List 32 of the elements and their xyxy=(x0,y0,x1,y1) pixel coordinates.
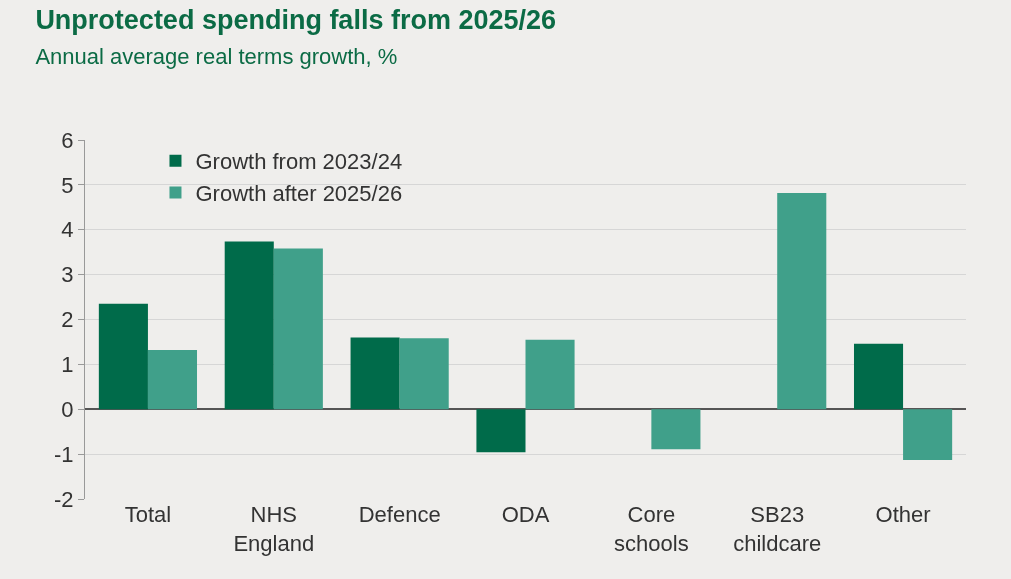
y-tick-label: 3 xyxy=(61,262,74,288)
bar xyxy=(525,339,575,410)
bar xyxy=(273,248,323,410)
x-tick-label: Core schools xyxy=(614,502,689,556)
legend-label: Growth after 2025/26 xyxy=(195,180,403,206)
bar xyxy=(476,409,526,453)
bar xyxy=(399,338,449,410)
y-tick-label: -1 xyxy=(54,441,74,467)
x-tick-label: Defence xyxy=(358,502,441,527)
chart-title: Unprotected spending falls from 2025/26 xyxy=(35,4,557,35)
bar xyxy=(853,343,904,410)
bar xyxy=(224,241,274,410)
x-tick-label: Other xyxy=(875,502,931,527)
y-tick-label: 0 xyxy=(61,396,74,422)
bar xyxy=(147,350,198,410)
bar xyxy=(903,409,953,460)
y-tick-label: 1 xyxy=(61,352,74,378)
y-tick-label: 2 xyxy=(61,307,74,333)
chart-subtitle: Annual average real terms growth, % xyxy=(35,44,398,70)
x-tick-label: ODA xyxy=(501,502,550,527)
legend-label: Growth from 2023/24 xyxy=(195,149,403,175)
y-tick-label: -2 xyxy=(54,486,74,512)
x-tick-label: SB23 childcare xyxy=(733,502,822,556)
y-tick-label: 4 xyxy=(61,217,74,243)
bar xyxy=(98,303,148,410)
bar xyxy=(350,337,400,410)
bar xyxy=(651,409,701,450)
y-tick-label: 6 xyxy=(61,127,74,153)
x-tick-label: Total xyxy=(124,502,172,527)
bar xyxy=(777,192,827,410)
x-tick-label: NHS England xyxy=(233,502,315,556)
y-tick-label: 5 xyxy=(61,172,74,198)
